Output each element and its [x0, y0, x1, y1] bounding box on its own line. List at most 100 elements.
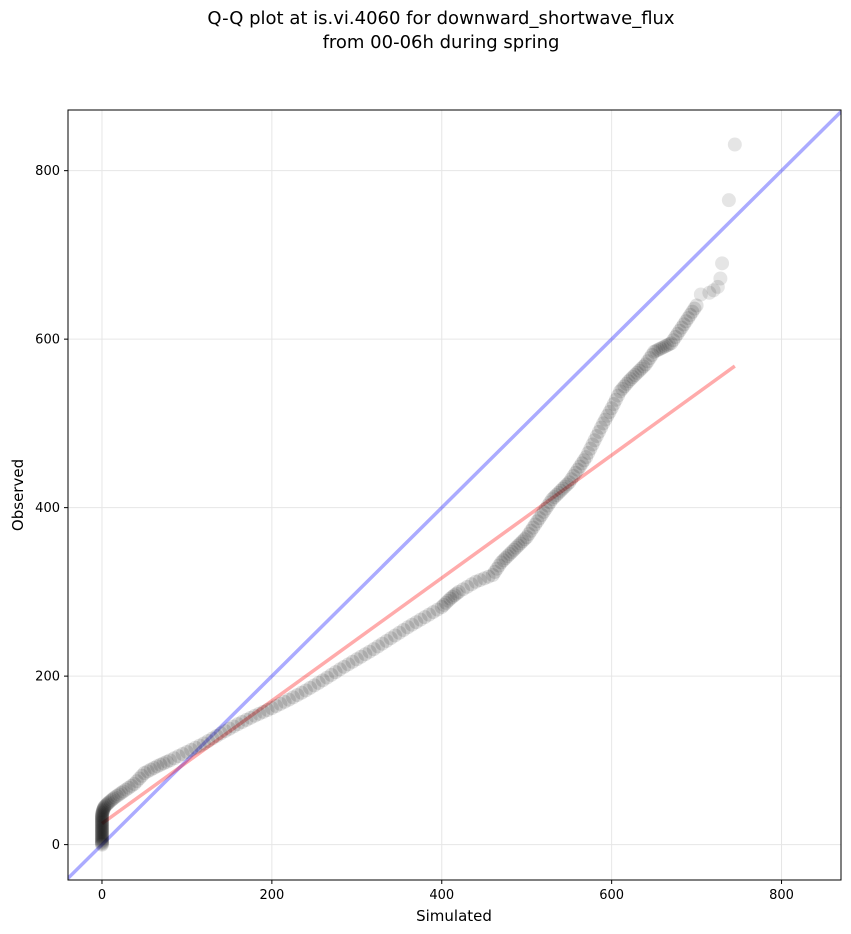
qq-point — [129, 774, 144, 789]
qq-point — [545, 492, 560, 507]
qq-point — [566, 469, 581, 484]
qq-point — [579, 450, 594, 465]
qq-point-outlier — [706, 283, 721, 298]
qq-point — [269, 699, 284, 714]
qq-point — [94, 830, 109, 845]
qq-point — [657, 339, 672, 354]
qq-point — [651, 342, 666, 357]
qq-point — [553, 483, 568, 498]
qq-point — [226, 719, 241, 734]
qq-point — [596, 416, 611, 431]
qq-point — [583, 441, 598, 456]
qq-point — [111, 787, 126, 802]
chart-title-line1: Q-Q plot at is.vi.4060 for downward_shor… — [207, 8, 675, 29]
qq-point — [644, 347, 659, 362]
qq-point — [647, 344, 662, 359]
qq-point — [298, 683, 313, 698]
qq-point — [447, 588, 462, 603]
qq-point — [94, 832, 109, 847]
qq-point — [500, 549, 515, 564]
qq-point — [449, 586, 464, 601]
qq-point — [547, 490, 562, 505]
qq-point — [179, 744, 194, 759]
qq-point — [551, 485, 566, 500]
qq-point — [492, 558, 507, 573]
qq-point — [106, 791, 121, 806]
qq-point — [147, 760, 162, 775]
qq-point — [94, 811, 109, 826]
qq-point — [235, 715, 250, 730]
qq-point — [659, 338, 674, 353]
qq-point — [630, 365, 645, 380]
qq-point-outlier — [710, 279, 725, 294]
qq-point — [577, 453, 592, 468]
qq-point — [94, 837, 109, 852]
qq-point — [94, 821, 109, 836]
qq-point — [100, 796, 115, 811]
qq-point — [94, 831, 109, 846]
qq-point — [557, 479, 572, 494]
qq-point — [311, 675, 326, 690]
qq-point — [273, 696, 288, 711]
qq-point — [392, 625, 407, 640]
qq-point — [585, 437, 600, 452]
qq-point — [167, 751, 182, 766]
qq-point — [485, 568, 500, 583]
qq-point — [162, 753, 177, 768]
qq-point — [436, 597, 451, 612]
qq-point — [621, 374, 636, 389]
qq-point — [371, 639, 386, 654]
qq-point — [116, 784, 131, 799]
qq-point — [430, 602, 445, 617]
qq-point — [103, 794, 118, 809]
plot-frame — [67, 109, 842, 881]
qq-point — [94, 835, 109, 850]
qq-point — [247, 708, 262, 723]
qq-point — [600, 408, 615, 423]
qq-point — [591, 424, 606, 439]
qq-point — [625, 370, 640, 385]
qq-point — [489, 561, 504, 576]
qq-point — [201, 733, 216, 748]
qq-point — [434, 600, 449, 615]
qq-point — [307, 678, 322, 693]
qq-point — [634, 361, 649, 376]
qq-point — [341, 657, 356, 672]
qq-point — [159, 754, 174, 769]
qq-point — [94, 819, 109, 834]
qq-point — [504, 544, 519, 559]
plot-area — [68, 110, 841, 880]
qq-point — [94, 827, 109, 842]
x-tick-label: 800 — [769, 888, 794, 903]
qq-point — [218, 724, 233, 739]
qq-point — [532, 511, 547, 526]
qq-point — [689, 298, 704, 313]
qq-point — [606, 397, 621, 412]
x-tick-label: 400 — [429, 888, 454, 903]
qq-point — [581, 445, 596, 460]
qq-point-outlier — [702, 285, 717, 300]
qq-point — [568, 465, 583, 480]
qq-point — [349, 652, 364, 667]
qq-point — [632, 363, 647, 378]
qq-point — [324, 667, 339, 682]
qq-point — [417, 610, 432, 625]
qq-point — [104, 792, 119, 807]
qq-point — [628, 367, 643, 382]
axis-ticks: 0 200 400 600 800 0 200 400 600 800 — [35, 164, 794, 903]
qq-point — [192, 738, 207, 753]
qq-point — [494, 555, 509, 570]
qq-point — [354, 649, 369, 664]
qq-point — [564, 472, 579, 487]
qq-point — [683, 307, 698, 322]
qq-point — [143, 762, 158, 777]
qq-point — [570, 462, 585, 477]
qq-point — [290, 688, 305, 703]
qq-point — [540, 498, 555, 513]
qq-point — [101, 795, 116, 810]
qq-point — [97, 800, 112, 815]
qq-point — [171, 749, 186, 764]
qq-point — [498, 551, 513, 566]
qq-point — [96, 801, 111, 816]
